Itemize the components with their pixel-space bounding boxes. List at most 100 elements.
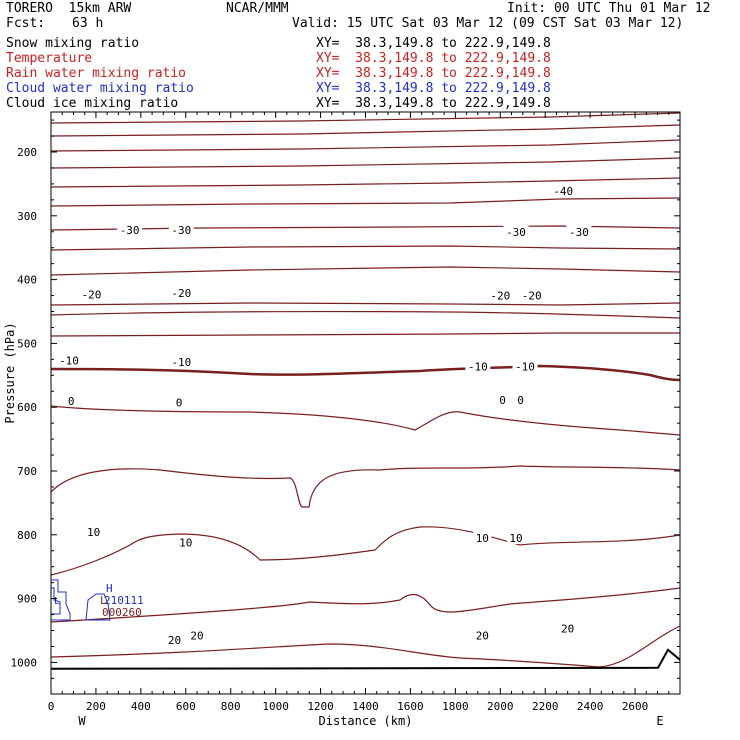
field-label-cloud-water: Cloud water mixing ratio bbox=[6, 81, 194, 96]
high-value-2: 000260 bbox=[102, 606, 142, 619]
x-tick-label: 400 bbox=[131, 700, 151, 713]
isotherm-minus10 bbox=[50, 311, 681, 319]
isotherm-label-bg bbox=[515, 393, 527, 407]
isotherm-line bbox=[50, 197, 681, 207]
x-axis-title: Distance (km) bbox=[319, 714, 413, 728]
isotherm-label: -20 bbox=[490, 290, 510, 303]
y-tick-label: 700 bbox=[17, 465, 37, 478]
isotherm-contours bbox=[50, 112, 681, 670]
isotherm-label-bg bbox=[519, 288, 545, 302]
x-tick-label: 800 bbox=[221, 700, 241, 713]
x-tick-label: 1400 bbox=[352, 700, 379, 713]
isotherm-label: -40 bbox=[553, 185, 573, 198]
isotherm-line bbox=[50, 124, 681, 137]
isotherm-label-bg bbox=[566, 224, 592, 238]
isotherm-label-bg bbox=[487, 288, 513, 302]
x-tick-label: 1800 bbox=[442, 700, 469, 713]
isotherm-label-bg bbox=[176, 535, 195, 549]
y-tick-label: 400 bbox=[17, 274, 37, 287]
cloud-water-contour bbox=[51, 579, 71, 621]
x-tick-label: 1200 bbox=[307, 700, 334, 713]
isotherm-line bbox=[50, 266, 681, 276]
isotherm-line bbox=[50, 302, 681, 306]
isotherm-label-bg bbox=[65, 393, 77, 407]
organization: NCAR/MMM bbox=[226, 1, 289, 16]
isotherm-plus5 bbox=[50, 405, 681, 436]
field-xy-rain: XY= 38.3,149.8 to 222.9,149.8 bbox=[316, 66, 551, 81]
isotherm-label: -20 bbox=[522, 290, 542, 303]
field-xy-temperature: XY= 38.3,149.8 to 222.9,149.8 bbox=[316, 51, 551, 66]
isotherm-label: 20 bbox=[168, 634, 181, 647]
isotherm-plus25 bbox=[50, 625, 681, 668]
cloud-water-contour bbox=[51, 587, 61, 615]
west-label: W bbox=[78, 714, 86, 728]
isotherm-label: 10 bbox=[179, 536, 192, 549]
isotherm-label: -20 bbox=[171, 287, 191, 300]
y-axis-title: Pressure (hPa) bbox=[3, 322, 17, 423]
x-tick-label: 2200 bbox=[532, 700, 559, 713]
x-tick-label: 1000 bbox=[262, 700, 289, 713]
y-tick-label: 1000 bbox=[11, 656, 38, 669]
isotherm-label-bg bbox=[56, 353, 82, 367]
isotherm-label: -30 bbox=[569, 226, 589, 239]
isotherm-label: -10 bbox=[515, 360, 535, 373]
isotherm-label: -20 bbox=[81, 288, 101, 301]
isotherm-line bbox=[50, 112, 681, 124]
isotherm-label: -10 bbox=[59, 355, 79, 368]
isotherm-plus10 bbox=[50, 465, 681, 508]
model-title: TORERO 15km ARW bbox=[6, 1, 132, 16]
y-tick-label: 600 bbox=[17, 401, 37, 414]
field-label-rain: Rain water mixing ratio bbox=[6, 66, 187, 81]
y-tick-label: 500 bbox=[17, 337, 37, 350]
isotherm-label: 10 bbox=[509, 532, 522, 545]
y-tick-label: 300 bbox=[17, 210, 37, 223]
isotherm-label-bg bbox=[165, 633, 184, 647]
isotherm-label-bg bbox=[473, 628, 492, 642]
surface-line bbox=[50, 648, 681, 670]
isotherm-label-bg bbox=[497, 393, 509, 407]
annotations: -40 -30 -30 -30 -30 -20 -20 -20 -20 -10 -10 -10 -10 0… bbox=[51, 183, 592, 647]
isotherm-label: 20 bbox=[476, 630, 489, 643]
x-tick-label: 2400 bbox=[577, 700, 604, 713]
field-label-temperature: Temperature bbox=[6, 51, 93, 66]
isotherm-label: 0 bbox=[68, 395, 75, 408]
isotherm-label-bg bbox=[168, 285, 194, 299]
field-label-snow: Snow mixing ratio bbox=[6, 36, 140, 51]
isotherm-label-bg bbox=[117, 222, 143, 236]
isotherm-label: -30 bbox=[171, 224, 191, 237]
isotherm-label: 0 bbox=[517, 394, 524, 407]
isotherm-plus20 bbox=[50, 587, 681, 623]
field-xy-cloud-ice: XY= 38.3,149.8 to 222.9,149.8 bbox=[316, 96, 551, 111]
isotherm-label: 20 bbox=[561, 623, 574, 636]
isotherm-label: 10 bbox=[87, 526, 100, 539]
isotherm-label-bg bbox=[558, 621, 577, 635]
isotherm-label-bg bbox=[173, 395, 185, 409]
east-label: E bbox=[656, 714, 663, 728]
isotherm-line bbox=[50, 177, 681, 188]
isotherm-label-bg bbox=[188, 628, 207, 642]
isotherm-label: -30 bbox=[506, 226, 526, 239]
init-time: Init: 00 UTC Thu 01 Mar 12 bbox=[507, 1, 711, 16]
x-tick-label: 200 bbox=[86, 700, 106, 713]
isotherm-line bbox=[50, 332, 680, 337]
low-marker-1: L bbox=[100, 594, 107, 607]
isotherm-line bbox=[50, 225, 681, 231]
isotherm-label-bg bbox=[168, 222, 194, 236]
field-xy-cloud-water: XY= 38.3,149.8 to 222.9,149.8 bbox=[316, 81, 551, 96]
valid-time: Valid: 15 UTC Sat 03 Mar 12 (09 CST Sat … bbox=[292, 16, 684, 31]
isotherm-label-bg bbox=[512, 359, 538, 373]
y-tick-label: 200 bbox=[17, 146, 37, 159]
isotherm-label: -30 bbox=[120, 224, 140, 237]
forecast-label: Fcst: bbox=[6, 16, 46, 31]
isotherm-label-bg bbox=[473, 530, 492, 544]
isotherm-label-bg bbox=[550, 183, 576, 197]
isotherm-label-bg bbox=[168, 354, 194, 368]
x-tick-label: 2600 bbox=[622, 700, 649, 713]
isotherm-line bbox=[50, 157, 681, 169]
x-tick-label: 600 bbox=[176, 700, 196, 713]
isotherm-label-bg bbox=[84, 525, 103, 539]
isotherm-label-bg bbox=[465, 359, 491, 373]
y-tick-label: 900 bbox=[17, 593, 37, 606]
isotherm-label: 0 bbox=[176, 397, 183, 410]
